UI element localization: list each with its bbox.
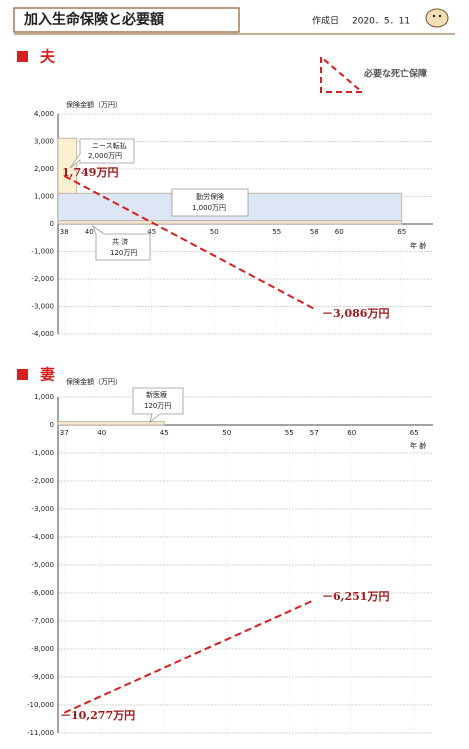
bar xyxy=(57,137,78,194)
x-tick-label: 38 xyxy=(60,228,69,236)
y-tick-label: -1,000 xyxy=(31,248,54,256)
callout-value: 2,000万円 xyxy=(88,152,122,160)
line-value-label: 1,749万円 xyxy=(62,166,118,179)
callout-name: 勤労保険 xyxy=(196,192,224,201)
callout-box xyxy=(171,188,249,217)
x-axis-label: 年 齢 xyxy=(410,241,426,250)
bar xyxy=(57,220,403,225)
callout-name: 共 済 xyxy=(112,237,128,246)
y-tick-label: -3,000 xyxy=(31,505,54,513)
y-tick-label: -11,000 xyxy=(27,729,54,737)
y-tick-label: -4,000 xyxy=(31,533,54,541)
x-tick-label: 65 xyxy=(397,228,406,236)
date-label: 作成日 xyxy=(312,15,339,27)
y-tick-label: -3,000 xyxy=(31,303,54,311)
y-tick-label: 4,000 xyxy=(34,110,54,118)
required-line xyxy=(63,599,315,714)
line-value-label: －10,277万円 xyxy=(60,709,135,722)
section-title: 夫 xyxy=(40,48,56,66)
legend-swatch xyxy=(320,54,365,93)
y-tick-label: -10,000 xyxy=(27,701,54,709)
callout-box xyxy=(69,138,135,169)
callouts: ニース転払 2,000万円 勤労保険 1,000万円 共 済 120万円 新医療… xyxy=(69,138,249,424)
section-marker xyxy=(17,369,28,380)
x-tick-label: 50 xyxy=(210,228,219,236)
x-tick-label: 60 xyxy=(335,228,344,236)
x-tick-label: 65 xyxy=(410,429,419,437)
callout-box xyxy=(132,387,184,424)
illustration xyxy=(425,8,449,28)
x-tick-label: 40 xyxy=(85,228,94,236)
y-tick-label: 1,000 xyxy=(34,393,54,401)
callout-box xyxy=(92,224,151,261)
required-line xyxy=(63,175,315,310)
y-axis-label: 保険金額（万円） xyxy=(66,377,122,386)
line-value-label: －3,086万円 xyxy=(322,307,389,320)
y-tick-label: -4,000 xyxy=(31,330,54,338)
section-title: 妻 xyxy=(40,366,55,384)
x-axis-label: 年 齢 xyxy=(410,441,426,450)
section-marker xyxy=(17,51,28,62)
y-tick-label: 1,000 xyxy=(34,193,54,201)
page-title: 加入生命保険と必要額 xyxy=(23,11,164,28)
callout-value: 120万円 xyxy=(144,402,171,410)
x-tick-label: 58 xyxy=(310,228,319,236)
y-axis-label: 保険金額（万円） xyxy=(66,100,122,109)
y-tick-label: -2,000 xyxy=(31,275,54,283)
legend-label: 必要な死亡保障 xyxy=(363,68,427,80)
x-tick-label: 40 xyxy=(97,429,106,437)
x-tick-label: 37 xyxy=(60,429,69,437)
y-tick-label: -2,000 xyxy=(31,477,54,485)
date: 2020．5．11 xyxy=(352,17,410,27)
y-tick-label: 0 xyxy=(50,220,54,228)
y-tick-label: 0 xyxy=(50,421,54,429)
y-tick-label: 3,000 xyxy=(34,138,54,146)
bar xyxy=(57,421,165,426)
callout-value: 120万円 xyxy=(110,249,137,257)
x-tick-label: 55 xyxy=(285,429,294,437)
title-box xyxy=(13,7,240,33)
line-value-label: －6,251万円 xyxy=(322,590,389,603)
callout-name: 新医療 xyxy=(146,390,167,399)
y-tick-label: -5,000 xyxy=(31,561,54,569)
y-tick-label: -9,000 xyxy=(31,673,54,681)
x-tick-label: 57 xyxy=(310,429,319,437)
x-tick-label: 55 xyxy=(272,228,281,236)
y-tick-label: -6,000 xyxy=(31,589,54,597)
y-tick-label: 2,000 xyxy=(34,165,54,173)
callout-name: ニース転払 xyxy=(92,141,127,150)
x-tick-label: 50 xyxy=(222,429,231,437)
x-tick-label: 45 xyxy=(160,429,169,437)
y-tick-label: -8,000 xyxy=(31,645,54,653)
x-tick-label: 45 xyxy=(147,228,156,236)
y-tick-label: -1,000 xyxy=(31,449,54,457)
y-tick-label: -7,000 xyxy=(31,617,54,625)
callout-value: 1,000万円 xyxy=(192,204,226,212)
x-tick-label: 60 xyxy=(347,429,356,437)
